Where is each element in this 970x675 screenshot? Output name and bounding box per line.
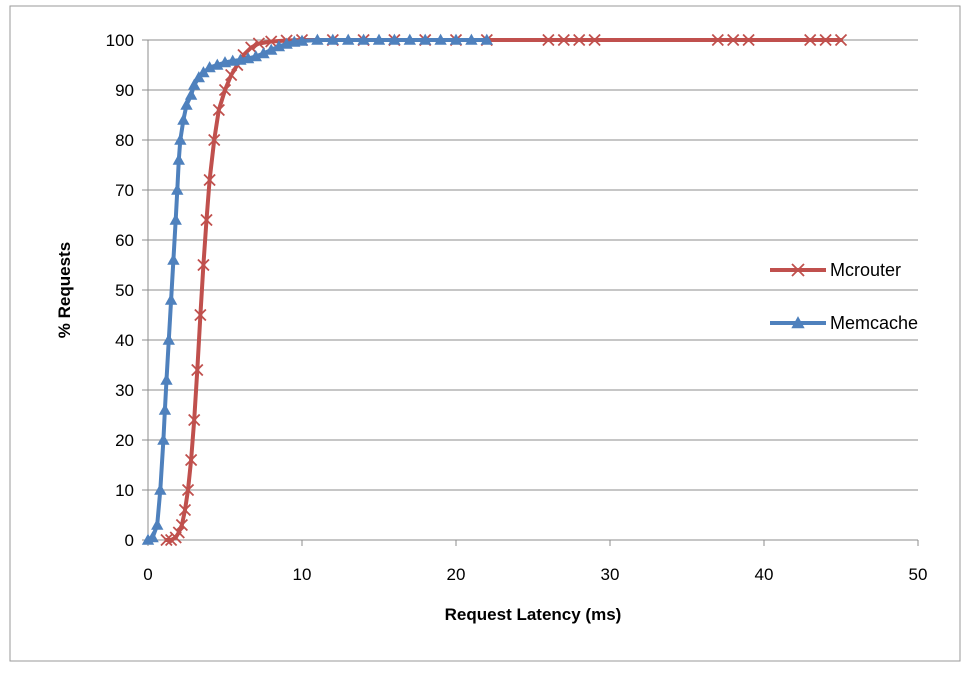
data-point-x-marker — [188, 413, 201, 427]
data-point-triangle-marker — [151, 518, 164, 530]
data-point-triangle-marker — [357, 33, 370, 45]
data-point-x-marker — [208, 133, 221, 147]
data-point-triangle-marker — [162, 333, 175, 345]
data-point-x-marker — [218, 83, 232, 97]
y-tick-label: 30 — [115, 381, 134, 400]
x-tick-label: 10 — [293, 565, 312, 584]
data-point-x-marker — [212, 103, 225, 117]
y-tick-label: 100 — [106, 31, 134, 50]
data-point-x-marker — [184, 453, 198, 467]
series — [141, 33, 848, 547]
data-point-triangle-marker — [188, 78, 201, 90]
data-point-x-marker — [804, 33, 817, 47]
x-tick-label: 40 — [755, 565, 774, 584]
data-point-triangle-marker — [326, 33, 339, 45]
data-point-x-marker — [557, 33, 570, 47]
data-point-x-marker — [265, 35, 278, 48]
data-point-triangle-marker — [154, 483, 167, 495]
x-tick-label: 50 — [909, 565, 928, 584]
data-point-x-marker — [834, 33, 848, 47]
x-tick-label: 20 — [447, 565, 466, 584]
x-tick-label: 0 — [143, 565, 152, 584]
data-point-triangle-marker — [791, 316, 805, 329]
data-point-triangle-marker — [172, 153, 185, 165]
tick-labels: 0 10 20 30 40 50 60 70 80 90 100 0 10 20 30 40 50 — [106, 31, 928, 584]
data-point-triangle-marker — [160, 373, 173, 385]
y-tick-label: 70 — [115, 181, 134, 200]
data-point-triangle-marker — [372, 33, 386, 45]
y-tick-label: 0 — [125, 531, 134, 550]
legend-item: Memcache — [770, 313, 918, 333]
data-point-x-marker — [194, 308, 207, 322]
data-point-triangle-marker — [342, 33, 355, 45]
data-point-x-marker — [160, 533, 173, 547]
data-point-triangle-marker — [480, 33, 493, 45]
data-point-x-marker — [197, 258, 210, 272]
legend-item: Mcrouter — [770, 260, 901, 280]
data-point-x-marker — [245, 41, 258, 54]
data-point-triangle-marker — [388, 33, 401, 45]
x-tick-label: 30 — [601, 565, 620, 584]
data-point-triangle-marker — [157, 433, 170, 445]
data-point-x-marker — [573, 33, 586, 47]
axes — [142, 39, 919, 546]
data-point-x-marker — [191, 363, 204, 377]
series-memcache — [141, 33, 493, 545]
data-point-triangle-marker — [434, 33, 447, 45]
data-point-x-marker — [819, 33, 832, 47]
y-tick-label: 60 — [115, 231, 134, 250]
y-tick-label: 50 — [115, 281, 134, 300]
data-point-triangle-marker — [177, 113, 190, 125]
data-point-triangle-marker — [171, 183, 184, 195]
legend: Mcrouter Memcache — [770, 260, 918, 333]
data-point-x-marker — [225, 68, 238, 82]
data-point-x-marker — [742, 33, 755, 47]
data-point-triangle-marker — [184, 88, 198, 100]
y-tick-label: 20 — [115, 431, 134, 450]
data-point-triangle-marker — [311, 33, 324, 45]
data-point-triangle-marker — [449, 33, 463, 45]
data-point-triangle-marker — [164, 293, 178, 305]
data-point-x-marker — [175, 518, 189, 532]
data-point-x-marker — [178, 503, 192, 517]
data-point-x-marker — [172, 526, 185, 539]
y-tick-label: 90 — [115, 81, 134, 100]
data-point-triangle-marker — [249, 50, 262, 62]
data-point-x-marker — [203, 173, 216, 187]
x-axis-title: Request Latency (ms) — [445, 605, 622, 624]
data-point-triangle-marker — [169, 213, 182, 225]
data-point-x-marker — [200, 213, 213, 227]
data-point-x-marker — [711, 33, 724, 47]
data-point-x-marker — [791, 263, 805, 277]
data-point-x-marker — [542, 33, 555, 47]
data-point-triangle-marker — [146, 531, 159, 543]
data-point-triangle-marker — [419, 33, 432, 45]
data-point-triangle-marker — [295, 34, 309, 46]
legend-label: Mcrouter — [830, 260, 901, 280]
data-point-x-marker — [181, 483, 195, 497]
chart-border — [9, 5, 961, 662]
data-point-x-marker — [727, 33, 740, 47]
data-point-triangle-marker — [158, 403, 172, 415]
y-axis-title: % Requests — [55, 242, 74, 338]
y-tick-label: 10 — [115, 481, 134, 500]
data-point-x-marker — [252, 37, 266, 50]
data-point-triangle-marker — [180, 98, 193, 110]
y-tick-label: 80 — [115, 131, 134, 150]
y-tick-label: 40 — [115, 331, 134, 350]
legend-label: Memcache — [830, 313, 918, 333]
data-point-triangle-marker — [174, 133, 187, 145]
data-point-triangle-marker — [403, 33, 416, 45]
data-point-triangle-marker — [465, 33, 478, 45]
data-point-x-marker — [588, 33, 601, 47]
data-point-triangle-marker — [167, 253, 180, 265]
